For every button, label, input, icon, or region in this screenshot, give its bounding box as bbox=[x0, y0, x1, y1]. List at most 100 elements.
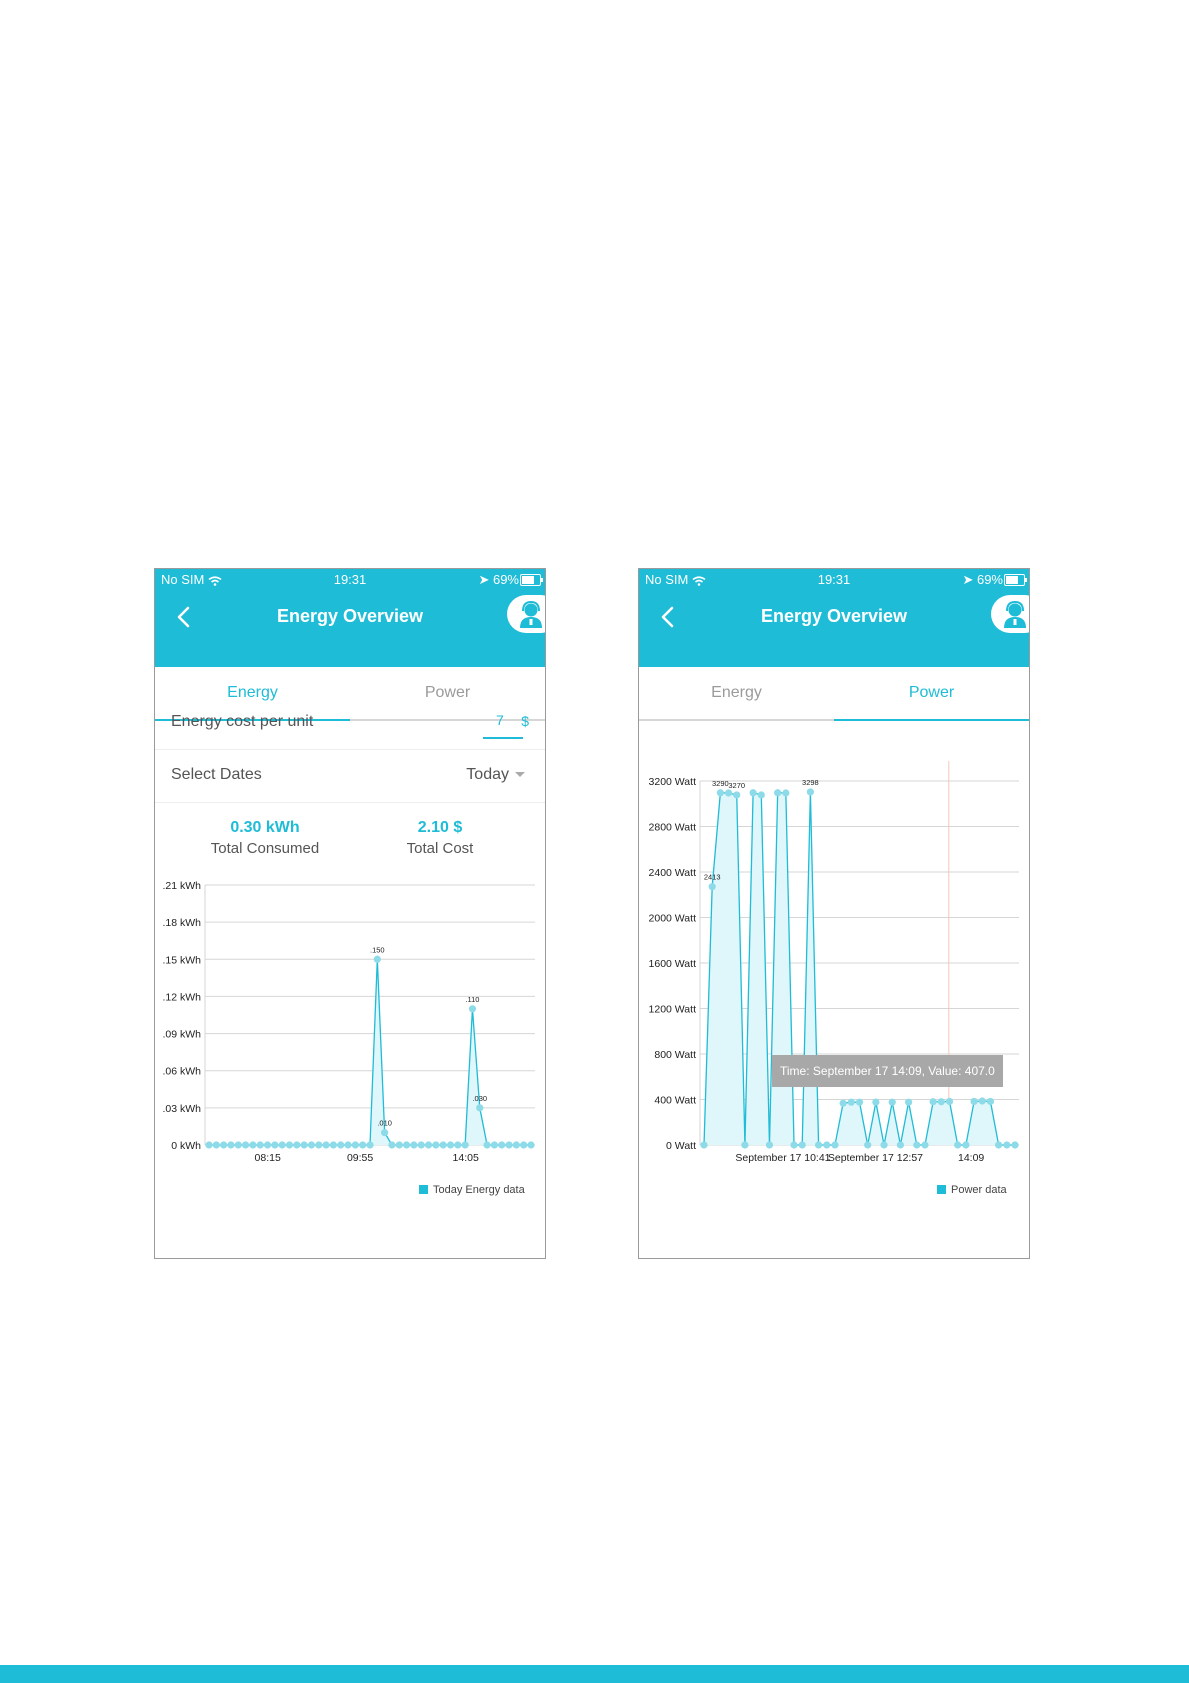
chart-legend: Power data bbox=[937, 1184, 1007, 1196]
data-point bbox=[285, 1141, 294, 1149]
y-tick-label: 1600 Watt bbox=[649, 958, 697, 970]
chevron-left-icon[interactable] bbox=[173, 605, 197, 629]
support-button[interactable] bbox=[991, 595, 1029, 633]
page-title: Energy Overview bbox=[276, 606, 424, 626]
data-point bbox=[814, 1141, 823, 1149]
tab-power[interactable]: Power bbox=[424, 684, 471, 701]
data-point bbox=[337, 1141, 345, 1149]
data-point bbox=[205, 1141, 213, 1149]
data-point bbox=[724, 789, 733, 797]
x-tick-label: September 17 12:57 bbox=[828, 1152, 923, 1164]
energy-cost-value: 7 bbox=[496, 712, 504, 728]
data-point bbox=[307, 1141, 316, 1149]
date-dropdown-value[interactable]: Today bbox=[466, 766, 509, 783]
data-point bbox=[733, 791, 741, 799]
carrier-text: No SIM bbox=[645, 572, 689, 587]
data-point bbox=[417, 1141, 425, 1149]
energy-screen: No SIM 19:31 ➤ 69% Energy Overview Energ… bbox=[154, 568, 546, 1259]
y-tick-label: .12 kWh bbox=[162, 991, 201, 1003]
data-point bbox=[749, 789, 757, 797]
data-point bbox=[520, 1141, 528, 1149]
y-tick-label: 2800 Watt bbox=[649, 822, 697, 834]
energy-cost-row: Energy cost per unit 7 $ bbox=[155, 697, 545, 750]
data-point bbox=[765, 1141, 774, 1149]
y-tick-label: 0 kWh bbox=[171, 1140, 201, 1152]
data-point bbox=[381, 1129, 389, 1137]
data-point bbox=[402, 1141, 411, 1149]
location-icon: ➤ bbox=[478, 572, 493, 587]
data-point bbox=[498, 1141, 506, 1149]
data-point bbox=[461, 1141, 469, 1149]
data-point bbox=[527, 1141, 535, 1149]
data-point bbox=[790, 1141, 798, 1149]
data-point bbox=[995, 1141, 1003, 1149]
chevron-left-icon[interactable] bbox=[657, 605, 681, 629]
data-point bbox=[329, 1141, 338, 1149]
legend-label: Power data bbox=[951, 1184, 1007, 1196]
bottom-accent-bar bbox=[0, 1665, 1189, 1683]
total-consumed-label: Total Consumed bbox=[210, 840, 320, 857]
battery-percent: 69% bbox=[976, 572, 1003, 587]
data-point bbox=[806, 788, 814, 796]
data-point bbox=[432, 1141, 440, 1149]
data-point bbox=[234, 1141, 242, 1149]
data-point bbox=[1011, 1141, 1019, 1149]
data-label: .150 bbox=[370, 945, 385, 954]
caret-down-icon[interactable] bbox=[515, 772, 525, 777]
wifi-icon bbox=[692, 576, 706, 586]
support-agent-icon bbox=[520, 600, 542, 628]
series-area bbox=[704, 791, 1015, 1145]
wifi-icon bbox=[208, 576, 222, 586]
status-bar: No SIM 19:31 ➤ 69% bbox=[155, 569, 545, 591]
data-point bbox=[315, 1141, 323, 1149]
data-point bbox=[847, 1098, 855, 1106]
power-screen: No SIM 19:31 ➤ 69% Energy Overview Energ… bbox=[638, 568, 1030, 1259]
data-point bbox=[855, 1098, 864, 1106]
data-point bbox=[249, 1141, 257, 1149]
data-point bbox=[227, 1141, 235, 1149]
battery-icon bbox=[520, 574, 543, 586]
data-point bbox=[839, 1099, 847, 1107]
clock-text: 19:31 bbox=[333, 572, 367, 587]
data-point bbox=[962, 1141, 970, 1149]
tab-energy[interactable]: Energy bbox=[711, 684, 762, 701]
total-consumed: 0.30 kWh Total Consumed bbox=[190, 819, 340, 857]
data-point bbox=[424, 1141, 433, 1149]
energy-chart: .21 kWh .18 kWh .15 kWh .12 kWh .09 kWh .06 k… bbox=[162, 880, 535, 1164]
support-button[interactable] bbox=[507, 595, 545, 633]
data-point bbox=[366, 1141, 374, 1149]
tab-power[interactable]: Power bbox=[834, 667, 1029, 721]
data-point bbox=[716, 789, 724, 797]
data-point bbox=[512, 1141, 520, 1149]
data-point bbox=[798, 1141, 806, 1149]
y-tick-label: 3200 Watt bbox=[649, 776, 697, 788]
data-point bbox=[278, 1141, 286, 1149]
battery-percent: 69% bbox=[492, 572, 519, 587]
data-point bbox=[241, 1141, 250, 1149]
select-dates-label: Select Dates bbox=[171, 766, 262, 783]
data-point bbox=[410, 1141, 418, 1149]
data-point bbox=[322, 1141, 330, 1149]
data-label: .030 bbox=[472, 1094, 487, 1103]
data-point bbox=[359, 1141, 367, 1149]
chart-legend: Today Energy data bbox=[419, 1184, 525, 1196]
select-dates-row[interactable]: Select Dates Today bbox=[155, 750, 545, 803]
data-point bbox=[954, 1141, 962, 1149]
data-point bbox=[970, 1097, 978, 1106]
data-point bbox=[271, 1141, 279, 1149]
status-bar: No SIM 19:31 ➤ 69% bbox=[639, 569, 1029, 591]
tab-energy[interactable]: Energy bbox=[155, 667, 350, 721]
energy-cost-input[interactable]: 7 $ bbox=[483, 712, 529, 739]
data-point bbox=[708, 883, 716, 891]
chart-tooltip: Time: September 17 14:09, Value: 407.0 bbox=[772, 1055, 1003, 1087]
y-tick-label: 1200 Watt bbox=[649, 1004, 697, 1016]
legend-swatch bbox=[937, 1185, 946, 1194]
y-tick-label: .03 kWh bbox=[162, 1103, 201, 1115]
data-point bbox=[490, 1141, 499, 1149]
data-label: 2413 bbox=[704, 873, 721, 882]
support-agent-icon bbox=[1004, 600, 1026, 628]
app-header: Energy Overview Energy Power bbox=[639, 591, 1029, 721]
data-point bbox=[395, 1141, 403, 1149]
data-point bbox=[454, 1141, 462, 1149]
data-label: 3298 bbox=[802, 778, 819, 787]
